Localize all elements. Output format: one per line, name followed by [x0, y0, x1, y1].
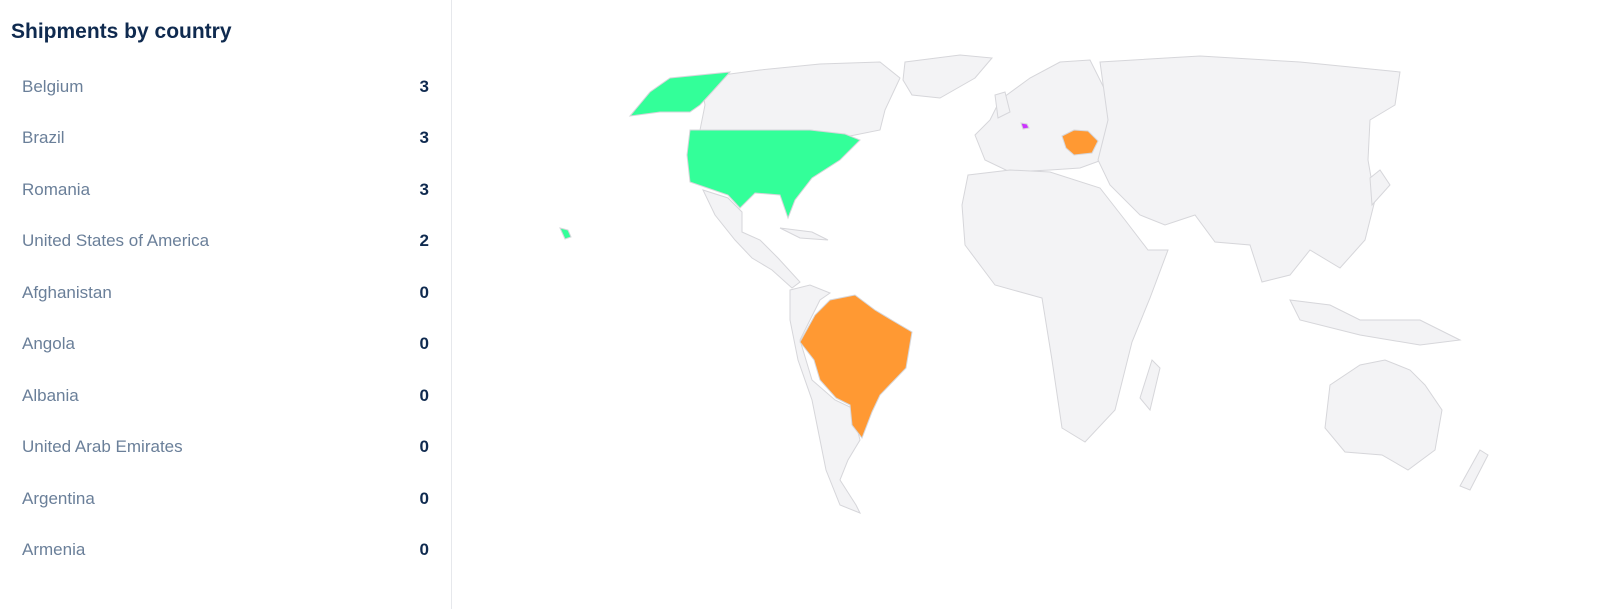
shipments-panel: Shipments by country Belgium 3 Brazil 3 Ro…: [0, 0, 452, 609]
canada[interactable]: [699, 61, 901, 137]
mexico-central-america[interactable]: [702, 189, 801, 289]
country-name: Argentina: [22, 488, 95, 508]
country-name: Armenia: [22, 540, 86, 560]
country-list: Belgium 3 Brazil 3 Romania 3 United States …: [0, 61, 451, 576]
list-item[interactable]: Angola 0: [0, 319, 451, 371]
list-item[interactable]: United Arab Emirates 0: [0, 422, 451, 474]
asia[interactable]: [1097, 55, 1401, 283]
list-item[interactable]: Albania 0: [0, 370, 451, 422]
country-count: 3: [419, 179, 429, 199]
list-item[interactable]: United States of America 2: [0, 216, 451, 268]
country-count: 2: [419, 231, 429, 251]
country-count: 0: [419, 437, 429, 457]
list-item[interactable]: Brazil 3: [0, 113, 451, 165]
africa[interactable]: [961, 169, 1169, 443]
australia[interactable]: [1324, 359, 1443, 471]
japan[interactable]: [1369, 169, 1391, 207]
uk[interactable]: [994, 91, 1011, 119]
country-brazil[interactable]: [799, 294, 913, 440]
list-item[interactable]: Afghanistan 0: [0, 267, 451, 319]
list-item[interactable]: Armenia 0: [0, 525, 451, 577]
country-count: 0: [419, 334, 429, 354]
country-hawaii[interactable]: [559, 227, 572, 240]
country-alaska[interactable]: [628, 71, 732, 117]
country-name: Afghanistan: [22, 282, 112, 302]
country-name: Romania: [22, 179, 91, 199]
country-united-states-of-america[interactable]: [686, 129, 861, 220]
greenland[interactable]: [902, 54, 994, 99]
madagascar[interactable]: [1139, 359, 1161, 412]
country-count: 3: [419, 76, 429, 96]
country-count: 0: [419, 385, 429, 405]
country-name: Angola: [22, 334, 75, 354]
indonesia[interactable]: [1289, 299, 1462, 346]
list-item[interactable]: Romania 3: [0, 164, 451, 216]
country-count: 0: [419, 540, 429, 560]
country-name: United States of America: [22, 231, 210, 251]
country-romania[interactable]: [1061, 129, 1099, 156]
country-count: 0: [419, 488, 429, 508]
country-name: Brazil: [22, 128, 65, 148]
caribbean[interactable]: [779, 227, 829, 241]
new-zealand[interactable]: [1459, 449, 1489, 491]
country-name: United Arab Emirates: [22, 437, 183, 457]
europe[interactable]: [974, 59, 1111, 173]
country-name: Belgium: [22, 76, 84, 96]
country-name: Albania: [22, 385, 79, 405]
country-count: 0: [419, 282, 429, 302]
panel-title: Shipments by country: [11, 20, 232, 43]
world-map[interactable]: [452, 0, 1600, 609]
list-item[interactable]: Belgium 3: [0, 61, 451, 113]
country-count: 3: [419, 128, 429, 148]
list-item[interactable]: Argentina 0: [0, 473, 451, 525]
country-belgium[interactable]: [1020, 122, 1030, 130]
south-america[interactable]: [789, 284, 862, 514]
